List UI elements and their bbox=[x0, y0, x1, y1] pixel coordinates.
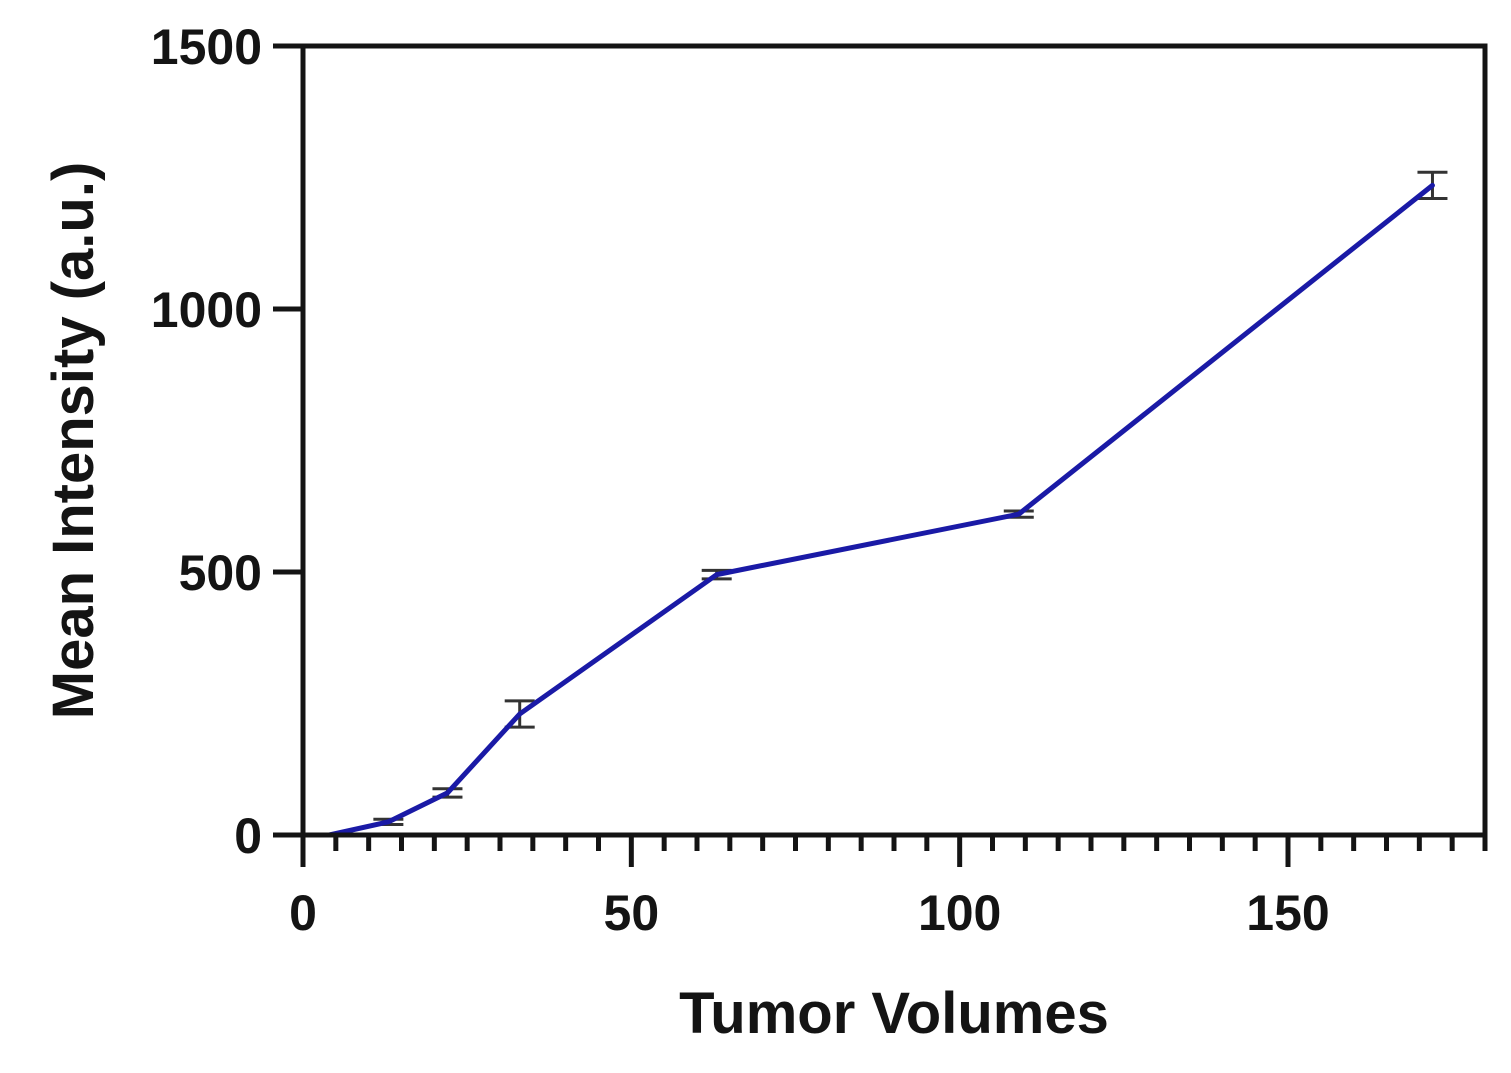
axis-ticks bbox=[273, 43, 1488, 867]
y-tick-label: 0 bbox=[234, 808, 262, 864]
data-point bbox=[386, 819, 391, 824]
y-tick-label: 1000 bbox=[151, 282, 262, 338]
x-tick-label: 50 bbox=[604, 885, 660, 941]
x-tick-label: 100 bbox=[918, 885, 1001, 941]
data-point bbox=[445, 790, 450, 795]
data-point bbox=[714, 572, 719, 577]
x-axis-title: Tumor Volumes bbox=[679, 981, 1109, 1046]
y-tick-label: 500 bbox=[179, 545, 262, 601]
series-line bbox=[326, 182, 1435, 838]
plot-layer bbox=[314, 170, 1448, 838]
x-tick-label: 0 bbox=[289, 885, 317, 941]
data-point bbox=[517, 712, 522, 717]
x-tick-label: 150 bbox=[1246, 885, 1329, 941]
y-axis-title: Mean Intensity (a.u.) bbox=[41, 162, 106, 720]
y-tick-label: 1500 bbox=[151, 19, 262, 75]
data-point bbox=[1430, 183, 1435, 188]
plot-frame bbox=[300, 43, 1488, 838]
data-point bbox=[1016, 512, 1021, 517]
